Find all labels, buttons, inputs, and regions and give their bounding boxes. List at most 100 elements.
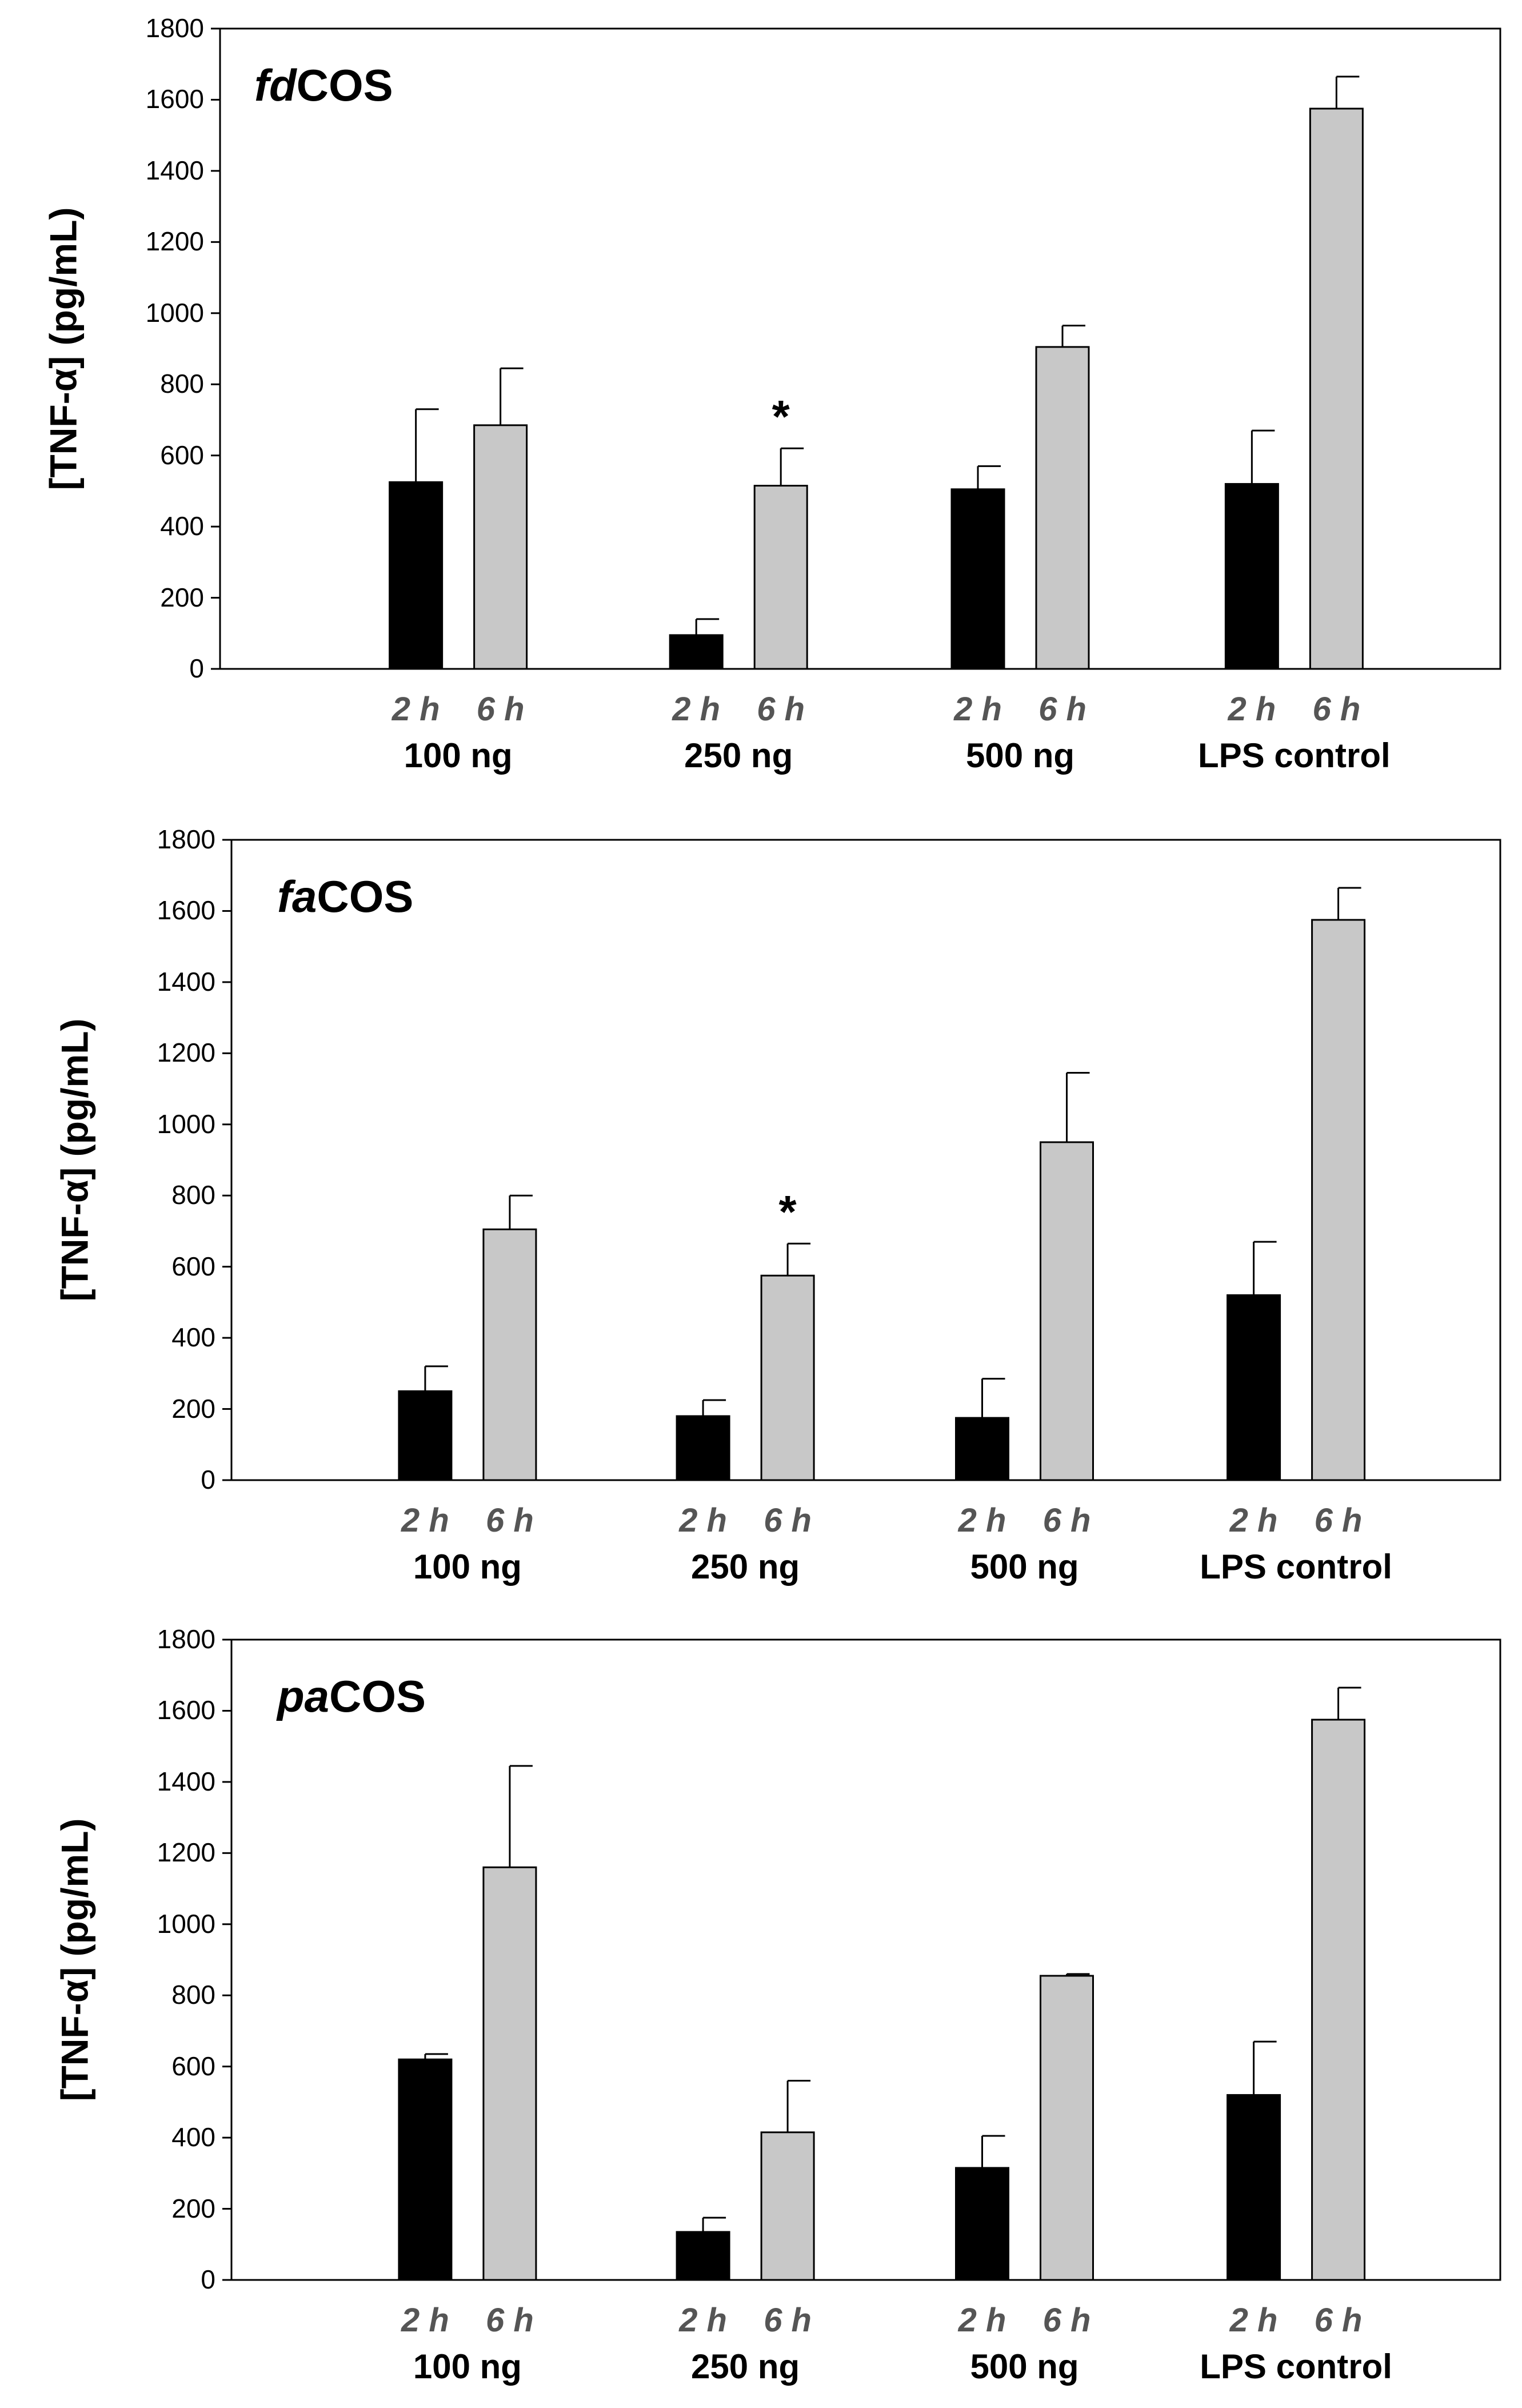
y-tick-label: 0 — [189, 653, 204, 683]
panel-title-suffix: COS — [329, 1671, 426, 1721]
bar-6h-100-ng — [482, 1866, 537, 2281]
time-label: 6 h — [1312, 691, 1361, 728]
y-axis-label: [TNF-α] (pg/mL) — [42, 207, 85, 491]
chart-panel-3: 0 200 400 600 800 1000 1200 1400 1600 1800 [TNF-α]… — [0, 1605, 1522, 2408]
y-tick-label: 1800 — [145, 13, 204, 43]
panel-title-suffix: COS — [317, 871, 414, 922]
plot-frame — [219, 27, 1501, 670]
time-label: 6 h — [476, 691, 525, 728]
y-tick-label: 0 — [201, 2265, 215, 2294]
y-tick-label: 200 — [171, 2193, 215, 2223]
panel-title-prefix: fa — [277, 871, 317, 922]
y-tick-label: 600 — [160, 440, 204, 470]
x-category-label: LPS control — [1200, 2347, 1392, 2386]
bar-6h-100-ng — [482, 1228, 537, 1481]
x-category-label: 100 ng — [404, 736, 513, 775]
time-label: 6 h — [1042, 1502, 1091, 1539]
bar-6h-500-ng — [1040, 1141, 1094, 1481]
panel-title-suffix: COS — [296, 60, 393, 110]
time-label: 6 h — [1314, 1502, 1363, 1539]
y-tick-label: 400 — [171, 1322, 215, 1353]
y-tick-label: 600 — [171, 2051, 215, 2081]
bar-2h-250-ng — [676, 1415, 730, 1481]
time-label: 2 h — [1229, 2302, 1278, 2339]
y-tick-label: 1400 — [157, 966, 215, 996]
y-tick-label: 800 — [160, 369, 204, 399]
y-tick-label: 1000 — [145, 297, 204, 328]
y-tick-label: 400 — [171, 2122, 215, 2152]
bar-2h-250-ng — [669, 634, 724, 670]
bar-6h-lps-control — [1311, 1719, 1366, 2281]
bar-6h-250-ng — [760, 2131, 815, 2281]
time-label: 2 h — [958, 2302, 1006, 2339]
bar-2h-100-ng — [398, 2058, 453, 2281]
significance-asterisk: * — [772, 391, 790, 442]
time-label: 2 h — [954, 691, 1002, 728]
plot-frame — [230, 1638, 1501, 2281]
chart-plot-1 — [211, 27, 1501, 670]
y-tick-label: 1000 — [157, 1908, 215, 1939]
time-label: 6 h — [1042, 2302, 1091, 2339]
x-category-label: LPS control — [1198, 736, 1391, 775]
bar-2h-lps-control — [1227, 1294, 1281, 1481]
bar-2h-100-ng — [389, 481, 444, 670]
time-label: 2 h — [1229, 1502, 1278, 1539]
time-label: 6 h — [1038, 691, 1086, 728]
y-tick-label: 1400 — [145, 155, 204, 185]
bar-6h-500-ng — [1035, 346, 1090, 670]
significance-asterisk: * — [778, 1186, 797, 1238]
y-tick-label: 1800 — [157, 1624, 215, 1654]
bar-6h-lps-control — [1309, 107, 1364, 670]
y-tick-label: 200 — [171, 1393, 215, 1424]
time-label: 6 h — [486, 1502, 534, 1539]
panel-title-prefix: pa — [277, 1671, 330, 1721]
bar-2h-lps-control — [1224, 483, 1279, 670]
x-category-label: 100 ng — [413, 2347, 522, 2386]
chart-panel-1: 0 200 400 600 800 1000 1200 1400 1600 1800 [TNF-α]… — [0, 0, 1522, 803]
bar-6h-500-ng — [1040, 1975, 1094, 2281]
time-label: 2 h — [401, 1502, 449, 1539]
time-label: 6 h — [1314, 2302, 1363, 2339]
bar-6h-lps-control — [1311, 919, 1366, 1481]
time-label: 6 h — [757, 691, 805, 728]
y-tick-label: 0 — [201, 1465, 215, 1494]
bar-2h-250-ng — [676, 2231, 730, 2281]
plot-frame — [230, 839, 1501, 1481]
x-category-label: 250 ng — [684, 736, 793, 775]
y-tick-label: 1600 — [157, 1695, 215, 1725]
time-label: 6 h — [764, 1502, 812, 1539]
y-tick-label: 1000 — [157, 1109, 215, 1139]
chart-panel-2: 0 200 400 600 800 1000 1200 1400 1600 1800 [TNF-α]… — [0, 803, 1522, 1605]
y-tick-label: 1200 — [145, 226, 204, 257]
time-label: 2 h — [679, 1502, 727, 1539]
time-label: 2 h — [679, 2302, 727, 2339]
bar-2h-500-ng — [955, 2167, 1009, 2281]
y-tick-label: 800 — [171, 1980, 215, 2010]
y-tick-label: 1400 — [157, 1766, 215, 1796]
y-tick-label: 1600 — [145, 84, 204, 114]
y-axis-label: [TNF-α] (pg/mL) — [53, 1818, 96, 2102]
bar-2h-500-ng — [955, 1417, 1009, 1481]
time-label: 2 h — [958, 1502, 1006, 1539]
y-tick-label: 1200 — [157, 1837, 215, 1868]
y-tick-label: 1600 — [157, 895, 215, 926]
bar-6h-250-ng — [753, 485, 808, 670]
x-category-label: LPS control — [1200, 1548, 1392, 1586]
y-tick-label: 1200 — [157, 1038, 215, 1068]
y-axis-label: [TNF-α] (pg/mL) — [53, 1018, 96, 1302]
y-tick-label: 600 — [171, 1251, 215, 1281]
x-category-label: 100 ng — [413, 1548, 522, 1586]
bar-6h-100-ng — [473, 424, 528, 670]
time-label: 2 h — [401, 2302, 449, 2339]
x-category-label: 500 ng — [970, 2347, 1079, 2386]
chart-plot-3 — [222, 1638, 1501, 2281]
y-tick-label: 800 — [171, 1180, 215, 1210]
x-category-label: 500 ng — [965, 736, 1075, 775]
panel-title-prefix: fd — [254, 60, 297, 110]
y-tick-label: 1800 — [157, 824, 215, 854]
bar-2h-100-ng — [398, 1390, 453, 1481]
bar-2h-lps-control — [1227, 2094, 1281, 2281]
time-label: 6 h — [486, 2302, 534, 2339]
panel-title: fdCOS — [254, 63, 393, 107]
